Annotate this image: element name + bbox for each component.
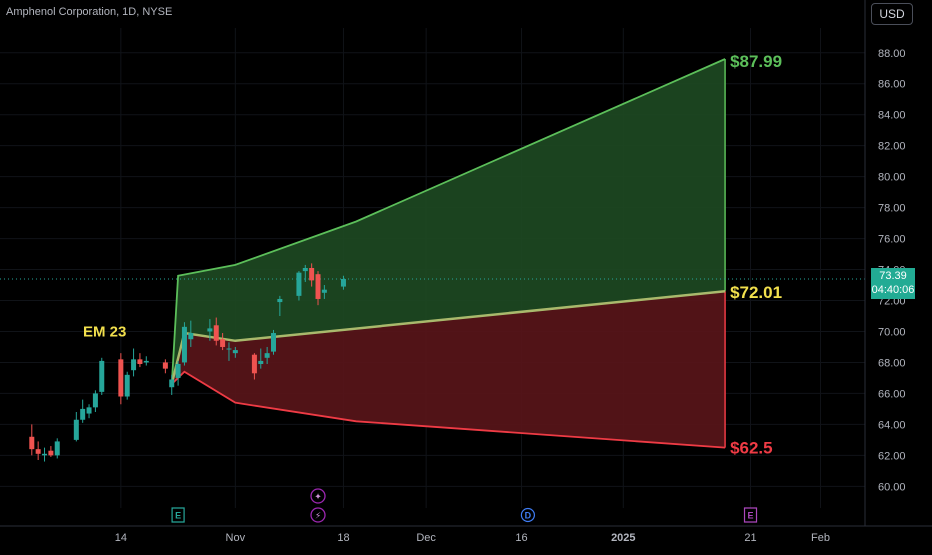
- candle-body: [207, 328, 213, 332]
- upper-band-line: [170, 58, 726, 386]
- marker-letter: E: [748, 511, 754, 521]
- candle-body: [169, 379, 175, 388]
- x-tick-label: 21: [744, 532, 756, 544]
- candle-body: [213, 325, 219, 341]
- x-tick-label: Nov: [226, 532, 246, 544]
- last-price-value: 73.39: [879, 270, 907, 282]
- candle-body: [86, 407, 92, 414]
- plot-layer: $87.99 $72.01 $62.5 EM 23: [0, 28, 865, 508]
- candle-body: [264, 353, 270, 358]
- candle-body: [162, 362, 168, 369]
- y-tick-label: 82.00: [878, 141, 906, 153]
- candle-body: [143, 360, 149, 363]
- candle-body: [181, 326, 187, 363]
- candle-body: [315, 274, 321, 299]
- symbol-title: Amphenol Corporation, 1D, NYSE: [6, 6, 173, 18]
- candle-body: [54, 441, 60, 456]
- candle-body: [226, 348, 232, 350]
- y-tick-label: 84.00: [878, 110, 906, 122]
- marker-letter: D: [525, 511, 532, 521]
- candle-body: [220, 339, 226, 347]
- candle-body: [251, 354, 257, 374]
- event-marker: [310, 507, 326, 523]
- candle-body: [270, 333, 276, 352]
- x-tick-label: 2025: [611, 532, 635, 544]
- currency-button[interactable]: USD: [871, 3, 913, 25]
- y-tick-label: 68.00: [878, 357, 906, 369]
- earnings-marker: [743, 507, 758, 523]
- candle-body: [118, 359, 124, 397]
- candle-body: [137, 359, 143, 364]
- y-tick-label: 78.00: [878, 203, 906, 215]
- y-tick-label: 80.00: [878, 172, 906, 184]
- candle-body: [48, 450, 54, 456]
- x-tick-label: Dec: [416, 532, 436, 544]
- y-tick-label: 64.00: [878, 419, 906, 431]
- marker-letter: E: [175, 511, 181, 521]
- candle-body: [258, 360, 264, 364]
- x-tick-label: 18: [337, 532, 349, 544]
- candle-body: [340, 278, 346, 287]
- candle-body: [42, 453, 48, 456]
- candle-body: [309, 268, 315, 281]
- candle-body: [188, 333, 194, 340]
- x-tick-label: 14: [115, 532, 127, 544]
- lower-band-fill: [171, 291, 726, 448]
- candle-body: [277, 298, 283, 303]
- y-tick-label: 88.00: [878, 48, 906, 60]
- candle-body: [321, 289, 327, 293]
- event-marker-symbol: ✦: [314, 492, 322, 502]
- bar-countdown: 04:40:06: [871, 284, 915, 296]
- x-tick-label: Feb: [811, 532, 830, 544]
- candle-body: [302, 268, 308, 272]
- event-marker-symbol: ⚡: [315, 511, 321, 521]
- dividend-marker: [520, 507, 536, 523]
- events-row: E ✦ ⚡ D E: [171, 488, 758, 523]
- candle-body: [29, 436, 35, 450]
- price-axis[interactable]: 60.0062.0064.0066.0068.0070.0072.0074.00…: [864, 0, 906, 526]
- candle-body: [175, 364, 181, 378]
- y-tick-label: 76.00: [878, 234, 906, 246]
- candle-body: [232, 350, 238, 354]
- x-tick-label: 16: [515, 532, 527, 544]
- candle-body: [92, 393, 98, 408]
- earnings-marker: [171, 507, 185, 523]
- upper-band-label: $87.99: [730, 52, 782, 71]
- candle-body: [99, 360, 105, 392]
- lower-band-label: $62.5: [730, 439, 773, 458]
- last-price-tag: 73.39 04:40:06: [871, 268, 915, 299]
- candle-body: [124, 374, 130, 397]
- y-tick-label: 62.00: [878, 450, 906, 462]
- candle-body: [73, 419, 79, 440]
- candle-body: [35, 449, 41, 454]
- middle-band-label: $72.01: [730, 283, 782, 302]
- y-tick-label: 66.00: [878, 388, 906, 400]
- candle-body: [296, 272, 302, 296]
- y-tick-label: 60.00: [878, 481, 906, 493]
- y-tick-label: 70.00: [878, 326, 906, 338]
- candle-body: [131, 359, 137, 371]
- time-axis[interactable]: 14 Nov 18 Dec 16 2025 21 Feb: [0, 525, 932, 544]
- em-label: EM 23: [83, 323, 126, 340]
- y-tick-label: 86.00: [878, 79, 906, 91]
- candle-body: [80, 408, 86, 420]
- event-marker: [310, 488, 326, 504]
